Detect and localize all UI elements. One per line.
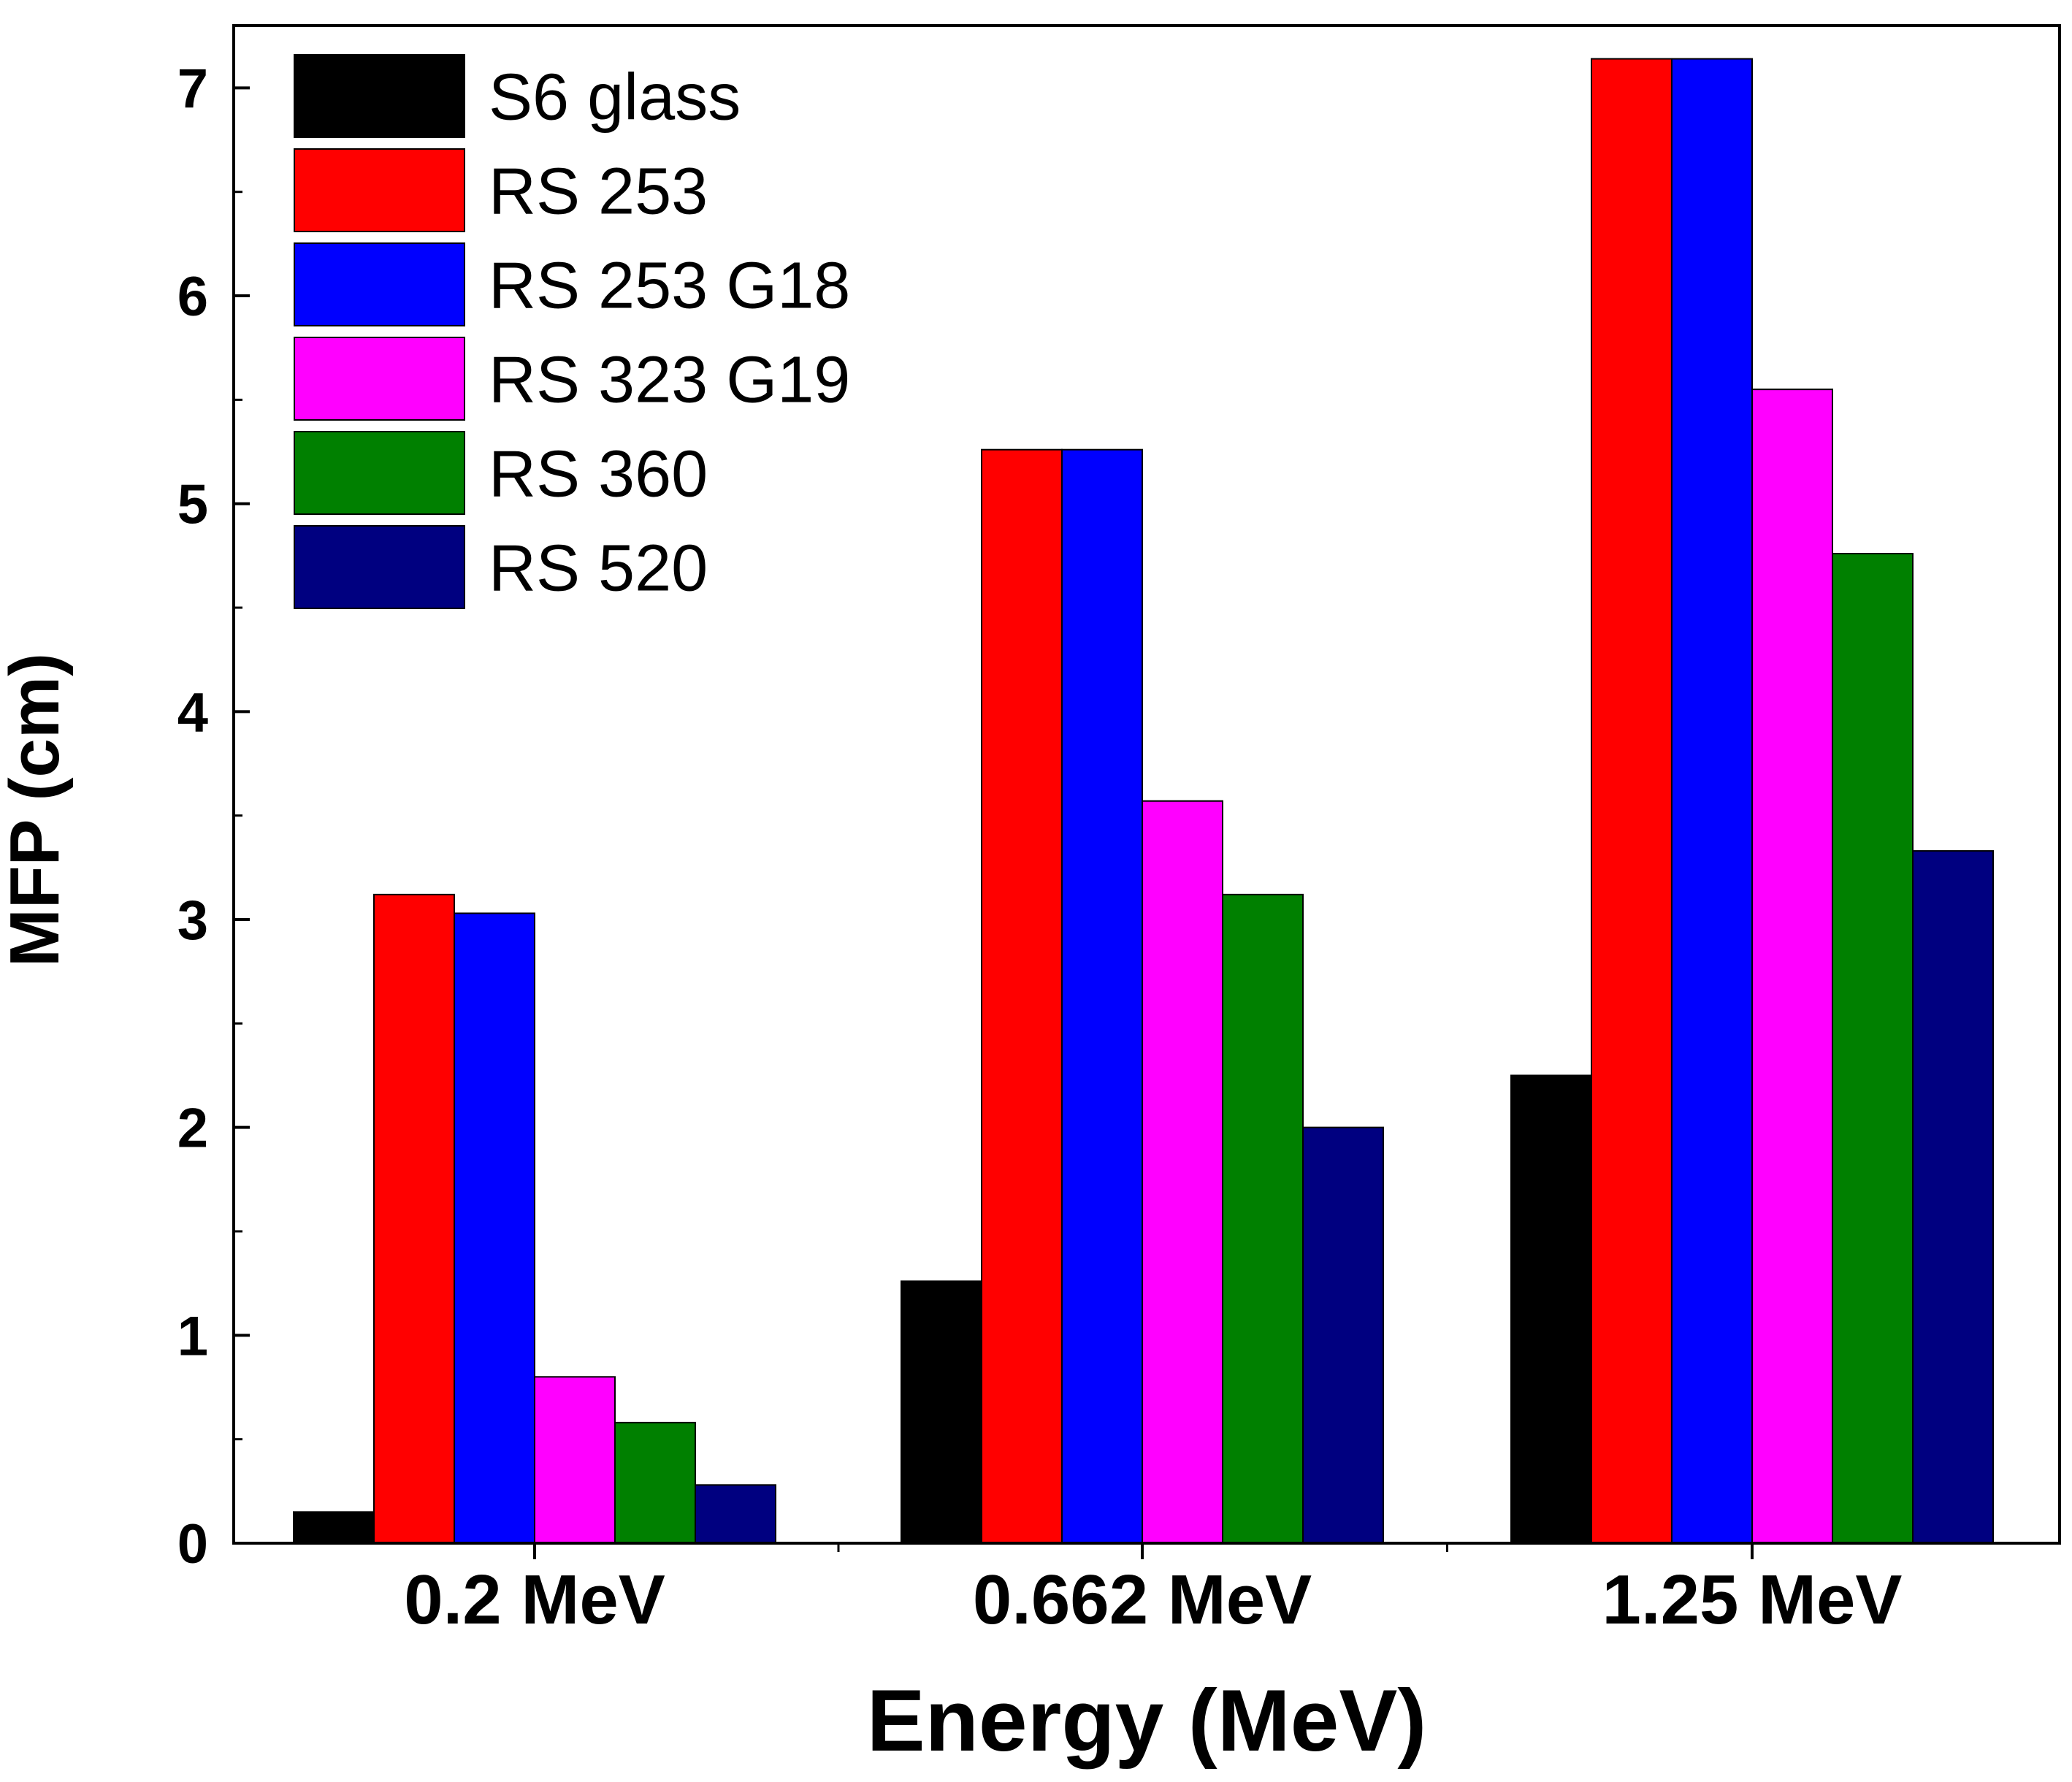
legend-swatch	[294, 431, 465, 515]
y-tick-label: 3	[177, 890, 208, 952]
bar-rs-360-1	[614, 1421, 696, 1545]
bar-rs-323-g19-1	[534, 1376, 616, 1544]
x-tick-label: 0.662 MeV	[973, 1561, 1312, 1639]
bar-rs-253-1	[373, 893, 455, 1545]
plot-frame	[232, 24, 2061, 1545]
legend-label: RS 253	[489, 156, 708, 229]
legend: S6 glass RS 253 RS 253 G18 RS 323 G19 RS 360…	[294, 54, 850, 609]
bar-rs-323-g19-3	[1751, 389, 1833, 1545]
bar-rs-253-2	[981, 448, 1063, 1544]
y-tick-label: 6	[177, 266, 208, 328]
bar-rs-520-1	[695, 1484, 776, 1545]
bar-rs-360-3	[1832, 553, 1914, 1544]
y-axis-ticks: 0 1 2 3 4 5 6 7	[177, 58, 250, 1575]
bar-rs-253-3	[1591, 58, 1672, 1545]
y-tick-label: 0	[177, 1513, 208, 1575]
x-axis-title: Energy (MeV)	[867, 1672, 1427, 1770]
bar-rs-253-g18-2	[1061, 448, 1143, 1544]
legend-swatch	[294, 54, 465, 138]
legend-swatch	[294, 337, 465, 421]
legend-label: RS 253 G18	[489, 250, 850, 323]
x-tick-label: 1.25 MeV	[1602, 1561, 1903, 1639]
legend-swatch	[294, 525, 465, 609]
y-axis-title: MFP (cm)	[0, 653, 74, 967]
legend-label: S6 glass	[489, 61, 741, 134]
legend-label: RS 360	[489, 438, 708, 511]
bar-rs-520-2	[1302, 1126, 1384, 1544]
legend-swatch	[294, 242, 465, 326]
y-tick-label: 5	[177, 474, 208, 536]
legend-label: RS 520	[489, 532, 708, 605]
bar-rs-253-g18-1	[454, 912, 535, 1544]
legend-swatch	[294, 148, 465, 232]
axes	[232, 24, 2061, 1545]
bars	[293, 58, 1994, 1545]
bar-rs-253-g18-3	[1671, 58, 1753, 1545]
y-tick-label: 1	[177, 1305, 208, 1367]
y-tick-label: 2	[177, 1098, 208, 1160]
x-axis-ticks: 0.2 MeV 0.662 MeV 1.25 MeV	[404, 1543, 1902, 1639]
bar-rs-323-g19-2	[1142, 800, 1223, 1544]
bar-rs-520-3	[1912, 850, 1994, 1545]
bar-s6-glass-1	[293, 1511, 375, 1544]
legend-label: RS 323 G19	[489, 344, 850, 417]
y-tick-label: 7	[177, 58, 208, 120]
bar-rs-360-2	[1222, 893, 1304, 1545]
x-tick-label: 0.2 MeV	[404, 1561, 665, 1639]
y-tick-label: 4	[177, 681, 208, 743]
bar-s6-glass-3	[1510, 1074, 1592, 1544]
bar-s6-glass-2	[901, 1280, 982, 1545]
